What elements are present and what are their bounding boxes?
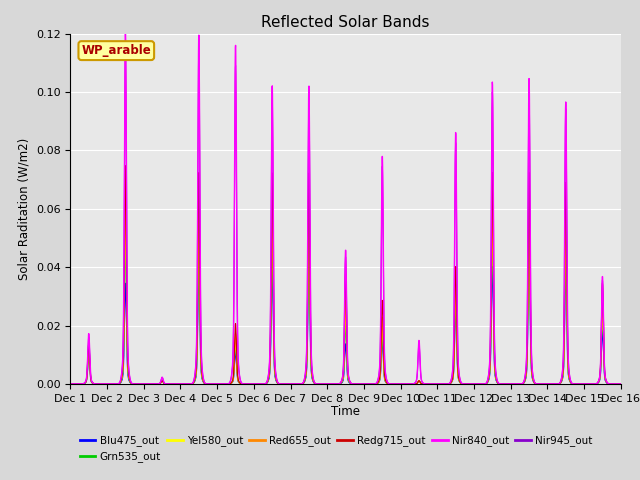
Nir840_out xyxy=(129,381,137,387)
Nir840_out xyxy=(617,381,625,387)
Text: WP_arable: WP_arable xyxy=(81,44,151,57)
Yel580_out xyxy=(617,381,625,387)
Red655_out xyxy=(617,381,625,387)
Red655_out xyxy=(278,381,285,387)
Blu475_out xyxy=(67,381,74,387)
Nir945_out xyxy=(129,381,137,387)
Y-axis label: Solar Raditation (W/m2): Solar Raditation (W/m2) xyxy=(17,138,30,280)
Redg715_out xyxy=(606,381,614,387)
Nir945_out xyxy=(547,381,555,387)
Grn535_out xyxy=(525,230,533,236)
Nir945_out xyxy=(617,381,625,387)
Red655_out xyxy=(547,381,555,387)
Grn535_out xyxy=(278,381,285,387)
Redg715_out xyxy=(67,381,74,387)
Redg715_out xyxy=(162,381,170,387)
Blu475_out xyxy=(617,381,625,387)
Line: Nir945_out: Nir945_out xyxy=(70,48,621,384)
Yel580_out xyxy=(547,381,555,387)
Blu475_out xyxy=(162,381,170,387)
Yel580_out xyxy=(278,381,285,387)
Line: Redg715_out: Redg715_out xyxy=(70,166,621,384)
Grn535_out xyxy=(162,381,170,387)
Yel580_out xyxy=(67,381,74,387)
X-axis label: Time: Time xyxy=(331,405,360,418)
Blu475_out xyxy=(129,381,137,387)
Yel580_out xyxy=(122,213,129,219)
Line: Red655_out: Red655_out xyxy=(70,199,621,384)
Nir840_out xyxy=(278,381,285,387)
Nir840_out xyxy=(301,369,309,375)
Title: Reflected Solar Bands: Reflected Solar Bands xyxy=(261,15,430,30)
Yel580_out xyxy=(301,374,309,380)
Grn535_out xyxy=(67,381,74,387)
Grn535_out xyxy=(301,376,309,382)
Nir840_out xyxy=(122,29,129,35)
Nir945_out xyxy=(301,370,309,375)
Nir945_out xyxy=(278,381,285,387)
Blu475_out xyxy=(547,381,555,387)
Line: Nir840_out: Nir840_out xyxy=(70,32,621,384)
Blu475_out xyxy=(525,257,533,263)
Red655_out xyxy=(606,381,614,387)
Blu475_out xyxy=(606,381,614,387)
Red655_out xyxy=(129,381,137,387)
Grn535_out xyxy=(547,381,555,387)
Redg715_out xyxy=(122,163,129,168)
Red655_out xyxy=(301,374,309,380)
Yel580_out xyxy=(162,381,170,387)
Red655_out xyxy=(162,381,170,387)
Grn535_out xyxy=(129,381,137,387)
Line: Grn535_out: Grn535_out xyxy=(70,233,621,384)
Line: Yel580_out: Yel580_out xyxy=(70,216,621,384)
Nir945_out xyxy=(606,381,614,387)
Redg715_out xyxy=(129,381,137,387)
Grn535_out xyxy=(617,381,625,387)
Yel580_out xyxy=(129,381,137,387)
Blu475_out xyxy=(301,377,309,383)
Redg715_out xyxy=(617,381,625,387)
Red655_out xyxy=(122,196,129,202)
Redg715_out xyxy=(278,381,285,387)
Nir945_out xyxy=(67,381,74,387)
Grn535_out xyxy=(606,381,614,387)
Nir945_out xyxy=(122,46,129,51)
Nir840_out xyxy=(606,381,614,387)
Yel580_out xyxy=(606,381,614,387)
Nir840_out xyxy=(547,381,555,387)
Blu475_out xyxy=(278,381,285,387)
Redg715_out xyxy=(547,381,555,387)
Red655_out xyxy=(67,381,74,387)
Nir840_out xyxy=(162,381,170,387)
Redg715_out xyxy=(301,372,309,378)
Nir945_out xyxy=(162,381,170,387)
Legend: Blu475_out, Grn535_out, Yel580_out, Red655_out, Redg715_out, Nir840_out, Nir945_: Blu475_out, Grn535_out, Yel580_out, Red6… xyxy=(76,431,596,467)
Line: Blu475_out: Blu475_out xyxy=(70,260,621,384)
Nir840_out xyxy=(67,381,74,387)
